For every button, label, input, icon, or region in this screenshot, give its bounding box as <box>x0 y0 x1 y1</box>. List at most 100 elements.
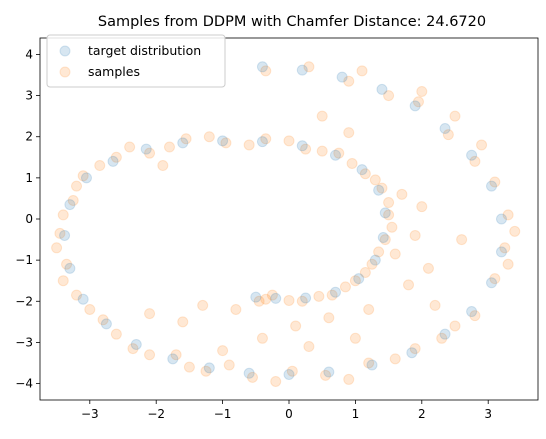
target-point <box>353 273 365 285</box>
sample-point <box>144 349 156 361</box>
sample-point <box>163 141 175 153</box>
y-tick-label: −3 <box>15 335 33 349</box>
sample-point <box>77 170 89 182</box>
sample-point <box>283 294 295 306</box>
sample-point <box>303 61 315 73</box>
sample-point <box>389 248 401 260</box>
sample-point <box>502 258 514 270</box>
y-tick-label: 1 <box>25 171 33 185</box>
target-point <box>376 83 388 95</box>
sample-point <box>217 345 229 357</box>
sample-point <box>290 320 302 332</box>
y-tick-label: −2 <box>15 294 33 308</box>
target-point <box>167 353 179 365</box>
sample-point <box>389 353 401 365</box>
sample-point <box>409 229 421 241</box>
sample-point <box>409 343 421 355</box>
legend-label-target: target distribution <box>88 43 201 58</box>
target-point <box>256 61 268 73</box>
sample-point <box>110 328 122 340</box>
legend-marker-target <box>59 45 71 57</box>
sample-point <box>469 310 481 322</box>
target-point <box>439 328 451 340</box>
target-point <box>296 140 308 152</box>
target-point <box>366 359 378 371</box>
target-point <box>107 155 119 167</box>
sample-point <box>286 365 298 377</box>
sample-point <box>94 160 106 172</box>
sample-point <box>356 65 368 77</box>
sample-point <box>316 145 328 157</box>
x-tick-label: −3 <box>81 407 99 421</box>
sample-point <box>67 194 79 206</box>
sample-point <box>170 349 182 361</box>
sample-point <box>303 341 315 353</box>
sample-point <box>386 221 398 233</box>
x-tick-label: −2 <box>147 407 165 421</box>
sample-point <box>177 316 189 328</box>
y-tick-label: 3 <box>25 89 33 103</box>
target-point <box>336 71 348 83</box>
sample-point <box>127 343 139 355</box>
sample-point <box>456 234 468 246</box>
sample-point <box>180 133 192 145</box>
sample-point <box>97 314 109 326</box>
target-point <box>64 199 76 211</box>
target-point <box>250 291 262 303</box>
sample-point <box>243 139 255 151</box>
sample-point <box>383 197 395 209</box>
sample-point <box>346 157 358 169</box>
sample-point <box>220 137 232 149</box>
sample-point <box>476 139 488 151</box>
sample-point <box>333 147 345 159</box>
target-point <box>100 318 112 330</box>
sample-point <box>230 304 242 315</box>
target-point <box>409 100 421 112</box>
sample-point <box>326 289 338 301</box>
sample-point <box>429 299 441 311</box>
sample-point <box>57 275 69 287</box>
sample-point <box>416 201 428 213</box>
sample-point <box>183 361 195 373</box>
x-tick-label: 1 <box>352 407 360 421</box>
y-tick-label: 4 <box>25 47 33 61</box>
sample-point <box>343 127 355 139</box>
x-tick-label: 3 <box>484 407 492 421</box>
legend-box <box>46 34 226 88</box>
target-point <box>80 172 92 184</box>
target-point <box>283 369 295 380</box>
sample-point <box>84 304 96 315</box>
sample-point <box>349 332 361 344</box>
target-point <box>486 277 498 289</box>
target-point <box>495 213 507 225</box>
sample-point <box>373 246 385 258</box>
sample-point <box>124 141 136 153</box>
sample-point <box>253 295 265 307</box>
target-point <box>369 254 381 266</box>
target-point <box>64 262 76 274</box>
sample-point <box>144 147 156 159</box>
y-tick-label: −4 <box>15 377 33 391</box>
sample-point <box>369 174 381 186</box>
sample-point <box>197 299 209 311</box>
target-point <box>486 180 498 192</box>
sample-point <box>469 155 481 167</box>
sample-point <box>316 110 328 122</box>
sample-point <box>300 143 312 155</box>
legend-label-samples: samples <box>88 64 140 79</box>
sample-point <box>502 209 514 221</box>
sample-point <box>366 258 378 270</box>
target-point <box>140 143 152 155</box>
target-point <box>270 292 282 304</box>
target-point <box>329 149 341 161</box>
sample-point <box>339 281 351 293</box>
sample-point <box>343 373 355 385</box>
sample-point <box>363 357 375 369</box>
legend: target distribution samples <box>46 34 226 88</box>
target-point <box>356 164 368 176</box>
y-tick-label: 0 <box>25 212 33 226</box>
sample-point <box>489 273 501 285</box>
sample-point <box>313 290 325 302</box>
sample-point <box>200 365 212 377</box>
sample-point <box>203 131 215 143</box>
